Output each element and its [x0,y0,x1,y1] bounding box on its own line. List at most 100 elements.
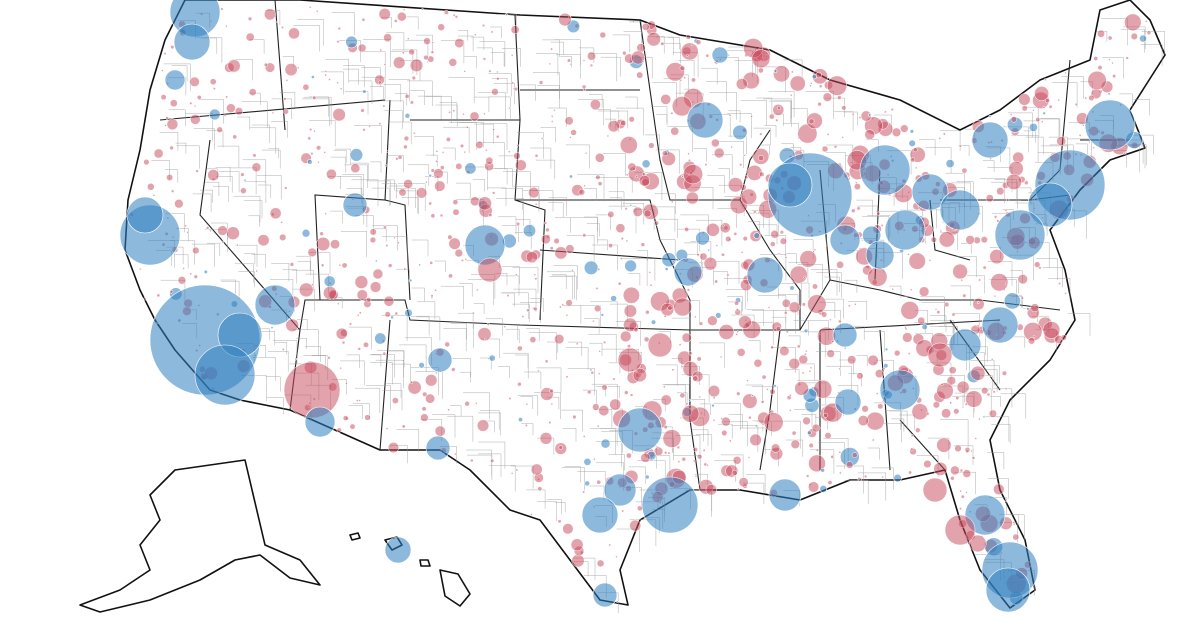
metro-bubble [829,224,861,256]
county-bubble [169,289,174,294]
metro-bubble [971,121,1009,159]
county-bubble [910,434,914,437]
county-bubble [1026,307,1030,311]
county-bubble [517,345,523,352]
county-bubble [660,394,672,406]
county-bubble [824,432,832,440]
county-bubble [643,336,650,343]
county-bubble [759,171,765,177]
county-bubble [806,112,823,130]
metro-bubble [922,477,948,503]
county-bubble [721,429,728,437]
county-bubble [362,128,366,132]
county-bubble [490,30,494,34]
county-bubble [680,42,699,61]
county-bubble [767,306,771,309]
county-bubble [1060,334,1067,341]
county-bubble [671,368,675,372]
county-bubble [390,315,395,320]
county-bubble [1020,296,1024,300]
county-bubble [1107,35,1113,41]
county-bubble [695,39,702,45]
county-bubble [1139,34,1147,43]
county-bubble [553,237,560,245]
county-bubble [1097,65,1103,71]
county-bubble [177,276,187,285]
metro-bubble [711,46,729,64]
metro-bubble [981,306,1019,344]
county-bubble [758,155,764,162]
county-bubble [758,67,764,74]
metro-bubble [686,101,724,139]
county-bubble [243,178,247,182]
county-bubble [951,312,956,317]
county-bubble [732,456,742,465]
county-bubble [932,401,940,409]
metro-bubble [581,496,619,534]
county-bubble [706,222,720,237]
metro-bubbles [119,0,1136,613]
county-bubble [397,241,400,245]
county-bubble [430,50,435,54]
county-bubble [638,175,651,187]
county-bubble [488,213,493,217]
county-bubble [549,246,554,251]
county-bubble [369,228,377,236]
county-bubble [686,54,689,57]
county-bubble [971,456,976,460]
county-bubble [452,199,459,205]
county-bubble [430,168,435,173]
county-bubble [584,480,591,487]
county-bubble [394,311,399,316]
county-bubble [511,81,514,85]
county-bubble [628,116,635,123]
county-bubble [707,315,718,326]
county-bubble [826,349,835,358]
county-bubble [515,468,519,472]
county-bubble [662,385,666,389]
county-bubble [838,319,842,324]
county-bubble [808,442,814,449]
county-bubble [779,345,790,357]
county-bubble [993,483,1005,495]
county-bubble [312,95,317,100]
county-bubble [806,430,812,436]
county-bubble [856,372,864,380]
county-bubble [598,350,601,353]
hawaii [349,532,471,607]
county-bubble [664,267,669,271]
county-bubble [876,211,881,216]
county-bubble [374,332,387,345]
county-bubble [773,69,778,73]
county-bubble [435,149,439,153]
county-bubble [510,25,520,35]
county-bubble [978,417,981,421]
county-bubble [831,340,835,343]
county-bubble [421,406,427,412]
county-bubble [753,210,757,214]
county-bubble [550,115,554,118]
county-bubble [685,402,689,406]
county-bubble [719,355,723,359]
county-bubble [459,143,465,148]
county-bubble [732,124,748,140]
county-bubble [425,181,428,184]
county-bubble [397,11,407,22]
county-bubble [289,262,295,267]
county-bubble [361,17,366,22]
county-bubble [1042,105,1046,109]
county-bubble [483,112,486,116]
county-bubble [867,266,888,287]
county-bubble [772,104,785,116]
county-bubble [221,240,225,244]
county-bubble [817,101,822,107]
county-bubble [310,75,315,79]
county-bubble [296,66,300,70]
county-bubble [279,233,287,241]
metro-bubble [746,256,784,294]
county-bubble [607,210,615,218]
county-bubble [820,467,826,473]
county-bubble [801,371,805,375]
county-bubble [477,327,492,342]
county-bubble [784,256,788,259]
